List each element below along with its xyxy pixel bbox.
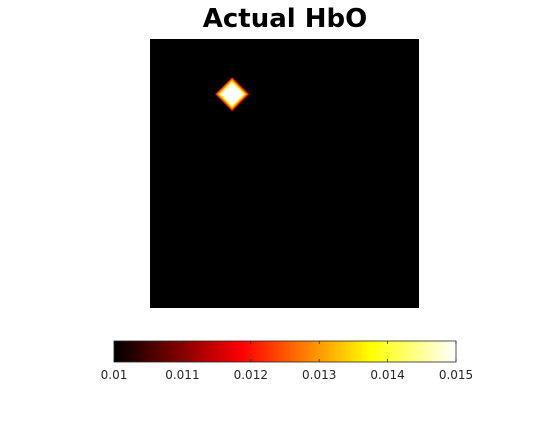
colorbar-tick-label: 0.012 <box>234 368 268 382</box>
hotspot-ring-3 <box>220 82 244 106</box>
heatmap-background <box>150 39 419 308</box>
hotspot <box>215 77 249 112</box>
colorbar-tick-label: 0.015 <box>439 368 473 382</box>
heatmap-image <box>150 39 419 308</box>
colorbar-tick-label: 0.01 <box>101 368 128 382</box>
colorbar-tick-label: 0.014 <box>370 368 404 382</box>
colorbar-gradient <box>113 340 457 363</box>
colorbar-tick-label: 0.011 <box>165 368 199 382</box>
colorbar-tick-label: 0.013 <box>302 368 336 382</box>
colorbar-ticks: 0.01 0.011 0.012 0.013 0.014 0.015 <box>101 341 473 382</box>
colorbar: 0.01 0.011 0.012 0.013 0.014 0.015 <box>101 340 473 382</box>
chart-title: Actual HbO <box>203 4 367 34</box>
